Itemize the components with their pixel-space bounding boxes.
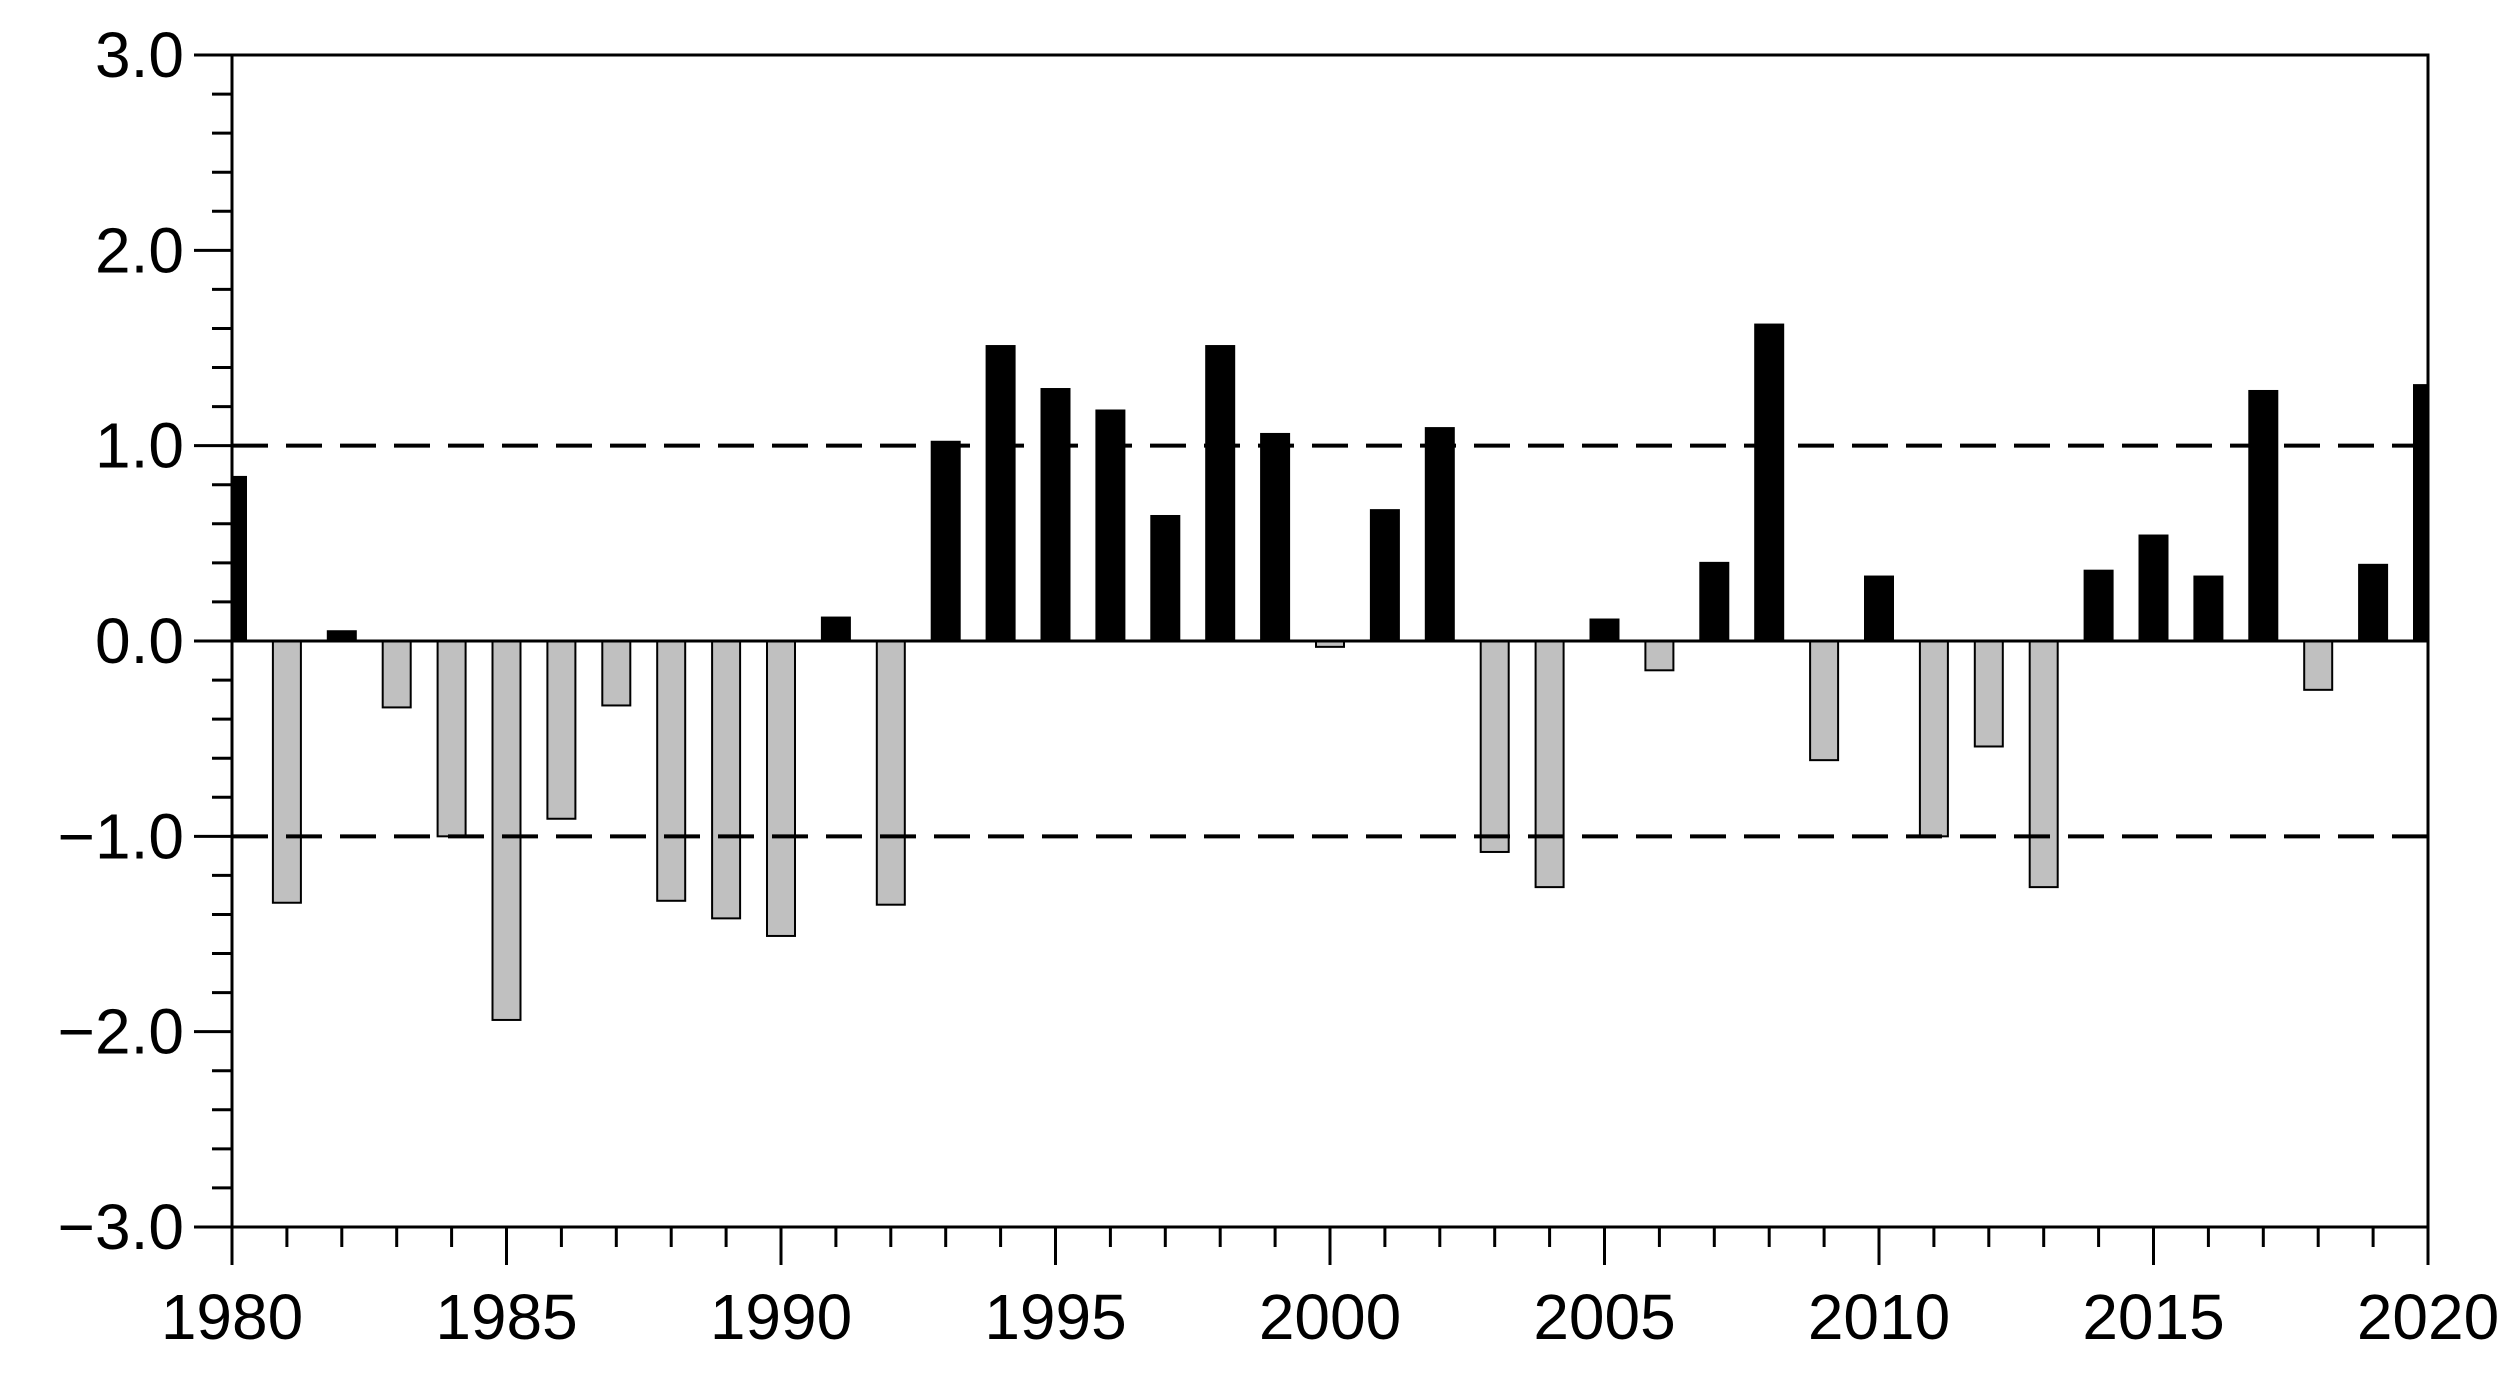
bar-1981 [271,640,302,904]
bar-2012 [1973,640,2004,748]
bar-2002 [1424,427,1455,642]
bar-1989 [711,640,742,920]
x-tick-labels: 1980 1985 1990 1995 2000 2005 2010 2015 2020 [161,1281,2499,1353]
threshold-lines [232,443,2428,839]
bar-2008 [1754,323,1785,642]
y-tick-label: 3.0 [95,19,184,91]
y-tick-label: 0.0 [95,605,184,677]
x-tick-label: 1985 [435,1281,577,1353]
bar-1993 [930,440,961,643]
bar-1991 [820,616,851,642]
x-tick-label: 2015 [2082,1281,2224,1353]
bar-1990 [766,640,796,937]
bar-1985 [491,640,522,1021]
bar-1980 [232,475,247,643]
bars-layer [232,323,2428,1021]
bar-2003 [1479,640,1510,853]
bar-2013 [2028,640,2059,889]
bar-2009 [1809,640,1840,762]
bar-1984 [436,640,467,838]
bar-1998 [1205,345,1236,642]
x-tick-label: 1990 [710,1281,852,1353]
y-tick-label: 1.0 [95,410,184,482]
bar-2010 [1864,575,1894,642]
x-tick-label: 2000 [1259,1281,1401,1353]
axis-ticks [194,53,2430,1265]
bar-1988 [656,640,687,902]
x-tick-label: 2020 [2357,1281,2499,1353]
bar-2005 [1589,618,1620,642]
y-tick-label: −3.0 [58,1191,184,1263]
bar-2019 [2358,563,2389,643]
bar-1997 [1150,514,1181,643]
bar-1995 [1040,388,1071,642]
plot-frame [230,53,2430,1229]
bar-2011 [1918,640,1949,838]
bar-1986 [546,640,577,820]
bar-2017 [2248,389,2279,642]
bar-2015 [2138,534,2169,643]
bar-2014 [2083,569,2114,642]
y-tick-label: 2.0 [95,214,184,286]
bar-1999 [1260,432,1291,642]
x-tick-label: 1995 [984,1281,1126,1353]
bar-2016 [2193,575,2224,642]
y-tick-labels: 3.0 2.0 1.0 0.0 −1.0 −2.0 −3.0 [58,19,184,1263]
bar-2006 [1644,640,1675,672]
bar-1987 [601,640,632,707]
y-tick-label: −2.0 [58,996,184,1068]
bar-2007 [1699,561,1730,642]
bar-1994 [985,345,1016,642]
x-tick-label: 1980 [161,1281,303,1353]
bar-2018 [2303,640,2334,691]
bar-2001 [1369,509,1400,643]
x-tick-label: 2005 [1533,1281,1675,1353]
bar-1996 [1095,409,1126,642]
bar-1992 [875,640,906,906]
bar-1983 [381,640,412,709]
y-tick-label: −1.0 [58,800,184,872]
x-tick-label: 2010 [1808,1281,1950,1353]
bar-2004 [1534,640,1565,889]
bar-2020 [2413,384,2428,643]
